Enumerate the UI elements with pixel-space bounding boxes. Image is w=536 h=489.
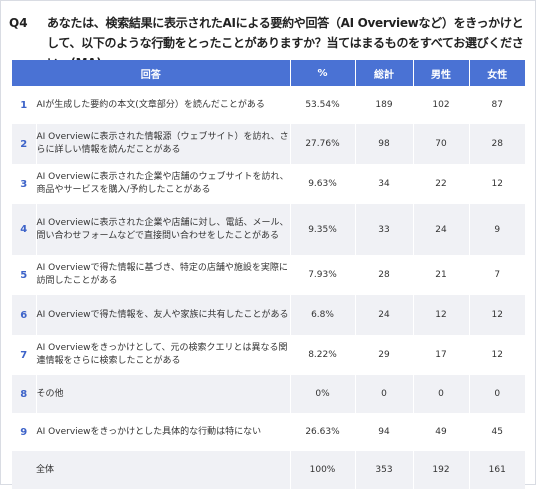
percent-value: 27.76%: [290, 124, 356, 164]
table-row: 1 AIが生成した要約の本文(文章部分）を読んだことがある 53.54% 189…: [12, 86, 525, 124]
total-count: 34: [355, 164, 414, 204]
male-count: 70: [413, 124, 470, 164]
female-count: 7: [469, 255, 525, 295]
male-count: 102: [413, 86, 470, 124]
percent-value: 8.22%: [290, 335, 356, 375]
female-count: 0: [469, 375, 525, 413]
total-count: 353: [355, 451, 414, 489]
table-row: 8 その他 0% 0 0 0: [12, 375, 525, 413]
answer-text: AI Overviewで得た情報を、友人や家族に共有したことがある: [36, 295, 291, 335]
row-number: 2: [12, 124, 37, 164]
percent-value: 9.63%: [290, 164, 356, 204]
results-table: 回答 % 総計 男性 女性 1 AIが生成した要約の本文(文章部分）を読んだこと…: [12, 60, 525, 489]
table-row: 5 AI Overviewで得た情報に基づき、特定の店舗や施設を実際に 訪問した…: [12, 255, 525, 295]
answer-text: AI Overviewで得た情報に基づき、特定の店舗や施設を実際に 訪問したこと…: [36, 255, 291, 295]
table-row: 7 AI Overviewをきっかけとして、元の検索クエリとは異なる関連情報をさ…: [12, 335, 525, 375]
total-count: 189: [355, 86, 414, 124]
male-count: 192: [413, 451, 470, 489]
female-count: 161: [469, 451, 525, 489]
row-number: 1: [12, 86, 37, 124]
percent-value: 6.8%: [290, 295, 356, 335]
row-number: 8: [12, 375, 37, 413]
answer-text: AI Overviewに表示された企業や店舗に対し、電話、メール、問い合わせフォ…: [36, 204, 291, 255]
total-count: 98: [355, 124, 414, 164]
row-number: 5: [12, 255, 37, 295]
percent-value: 26.63%: [290, 413, 356, 451]
male-count: 49: [413, 413, 470, 451]
table-row: 3 AI Overviewに表示された企業や店舗のウェブサイトを訪れ、商品やサー…: [12, 164, 525, 204]
header-female: 女性: [469, 60, 525, 86]
percent-value: 0%: [290, 375, 356, 413]
row-number: 4: [12, 204, 37, 255]
answer-text: AI Overviewに表示された企業や店舗のウェブサイトを訪れ、商品やサービス…: [36, 164, 291, 204]
header-answer: 回答: [12, 60, 291, 86]
row-number: 3: [12, 164, 37, 204]
male-count: 12: [413, 295, 470, 335]
table-header-row: 回答 % 総計 男性 女性: [12, 60, 525, 86]
total-count: 24: [355, 295, 414, 335]
total-count: 29: [355, 335, 414, 375]
question-number: Q4: [9, 16, 28, 30]
female-count: 12: [469, 335, 525, 375]
answer-text: AI Overviewに表示された情報源（ウェブサイト）を訪れ、さらに詳しい情報…: [36, 124, 291, 164]
table-row: 9 AI Overviewをきっかけとした具体的な行動は特にない 26.63% …: [12, 413, 525, 451]
male-count: 22: [413, 164, 470, 204]
answer-text: AI Overviewをきっかけとして、元の検索クエリとは異なる関連情報をさらに…: [36, 335, 291, 375]
male-count: 17: [413, 335, 470, 375]
table-row: 6 AI Overviewで得た情報を、友人や家族に共有したことがある 6.8%…: [12, 295, 525, 335]
male-count: 21: [413, 255, 470, 295]
row-number: 7: [12, 335, 37, 375]
table-row: 2 AI Overviewに表示された情報源（ウェブサイト）を訪れ、さらに詳しい…: [12, 124, 525, 164]
male-count: 24: [413, 204, 470, 255]
total-count: 33: [355, 204, 414, 255]
total-row: 全体 100% 353 192 161: [12, 451, 525, 489]
female-count: 12: [469, 164, 525, 204]
female-count: 87: [469, 86, 525, 124]
total-count: 94: [355, 413, 414, 451]
female-count: 45: [469, 413, 525, 451]
female-count: 28: [469, 124, 525, 164]
answer-text: AIが生成した要約の本文(文章部分）を読んだことがある: [36, 86, 291, 124]
header-percent: %: [290, 60, 356, 86]
female-count: 12: [469, 295, 525, 335]
female-count: 9: [469, 204, 525, 255]
percent-value: 7.93%: [290, 255, 356, 295]
percent-value: 9.35%: [290, 204, 356, 255]
row-number: 9: [12, 413, 37, 451]
total-count: 28: [355, 255, 414, 295]
header-male: 男性: [413, 60, 470, 86]
table-row: 4 AI Overviewに表示された企業や店舗に対し、電話、メール、問い合わせ…: [12, 204, 525, 255]
header-total: 総計: [355, 60, 414, 86]
total-count: 0: [355, 375, 414, 413]
percent-value: 53.54%: [290, 86, 356, 124]
total-label: 全体: [12, 451, 291, 489]
percent-value: 100%: [290, 451, 356, 489]
answer-text: その他: [36, 375, 291, 413]
male-count: 0: [413, 375, 470, 413]
answer-text: AI Overviewをきっかけとした具体的な行動は特にない: [36, 413, 291, 451]
row-number: 6: [12, 295, 37, 335]
question-text: あなたは、検索結果に表示されたAIによる要約や回答（AI Overviewなど）…: [47, 16, 524, 70]
